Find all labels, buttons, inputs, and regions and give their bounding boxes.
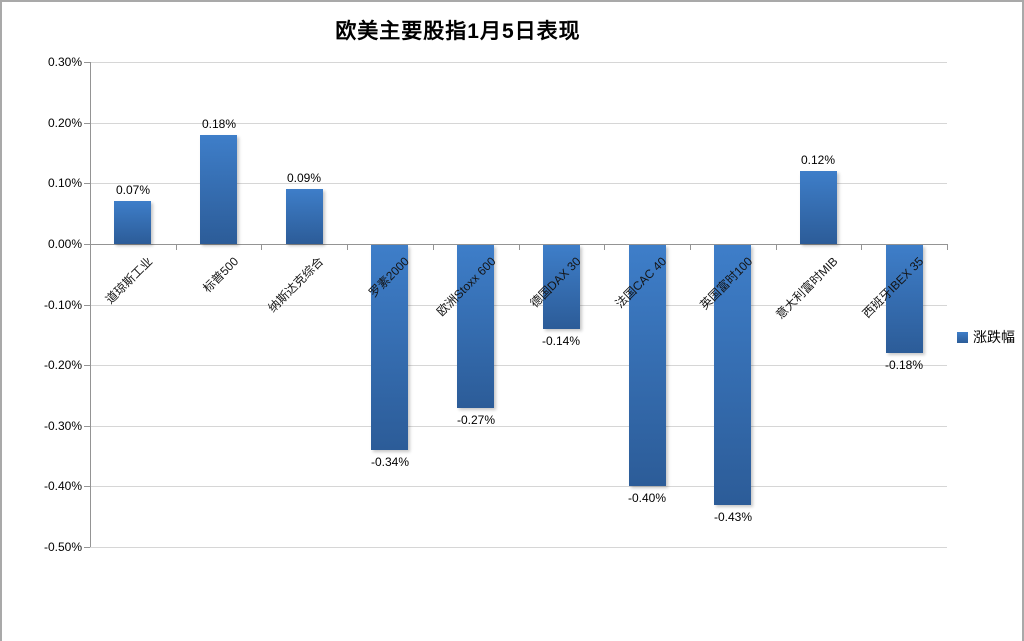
legend: 涨跌幅 [957, 327, 1015, 347]
y-axis-tick [84, 244, 90, 245]
category-label: 意大利富时MIB [772, 254, 841, 322]
bar [286, 189, 323, 244]
bar-value-label: -0.34% [370, 455, 410, 469]
x-axis-tick [347, 244, 348, 250]
y-axis-tick [84, 486, 90, 487]
category-label: 纳斯达克综合 [265, 254, 327, 316]
bar [886, 245, 923, 353]
legend-marker-icon [957, 331, 968, 343]
bar [629, 245, 666, 486]
bar-value-label: 0.12% [800, 153, 836, 167]
x-axis-tick [776, 244, 777, 250]
bar [114, 201, 151, 244]
x-axis-tick [690, 244, 691, 250]
gridline [90, 62, 947, 63]
gridline [90, 365, 947, 366]
gridline [90, 547, 947, 548]
legend-label: 涨跌幅 [973, 329, 1015, 345]
y-axis-tick-label: 0.00% [47, 237, 82, 251]
y-axis-tick-label: -0.50% [43, 540, 82, 554]
x-axis-tick [90, 244, 91, 250]
gridline [90, 426, 947, 427]
bar-value-label: -0.40% [627, 491, 667, 505]
x-axis-tick [861, 244, 862, 250]
x-axis-tick [433, 244, 434, 250]
bar-value-label: -0.43% [713, 510, 753, 524]
y-axis-tick [84, 365, 90, 366]
y-axis-tick [84, 183, 90, 184]
x-axis-tick [604, 244, 605, 250]
bar-value-label: 0.07% [115, 183, 151, 197]
gridline [90, 123, 947, 124]
bar [371, 245, 408, 450]
y-axis-tick-label: -0.10% [43, 298, 82, 312]
x-axis-tick [261, 244, 262, 250]
y-axis-tick [84, 426, 90, 427]
gridline [90, 305, 947, 306]
y-axis-tick [84, 62, 90, 63]
x-axis-tick [947, 244, 948, 250]
y-axis-tick-label: 0.20% [47, 116, 82, 130]
bar-value-label: 0.09% [286, 171, 322, 185]
bar [543, 245, 580, 329]
y-axis-tick [84, 305, 90, 306]
y-axis-tick [84, 547, 90, 548]
y-axis-tick-label: -0.20% [43, 358, 82, 372]
bar-value-label: -0.18% [884, 358, 924, 372]
chart-title: 欧美主要股指1月5日表现 [335, 20, 581, 43]
y-axis-tick-label: 0.10% [47, 176, 82, 190]
bar-value-label: -0.27% [456, 413, 496, 427]
category-label: 标普500 [200, 254, 242, 296]
bar-value-label: -0.14% [541, 334, 581, 348]
bar [457, 245, 494, 408]
y-axis-tick-label: 0.30% [47, 55, 82, 69]
category-label: 道琼斯工业 [102, 254, 156, 307]
y-axis-line [90, 62, 91, 547]
bar [714, 245, 751, 505]
y-axis-tick [84, 123, 90, 124]
y-axis-tick-label: -0.30% [43, 419, 82, 433]
gridline [90, 183, 947, 184]
bar [800, 171, 837, 244]
y-axis-tick-label: -0.40% [43, 479, 82, 493]
gridline [90, 486, 947, 487]
x-axis-tick [176, 244, 177, 250]
x-axis-tick [519, 244, 520, 250]
bar [200, 135, 237, 244]
bar-value-label: 0.18% [201, 117, 237, 131]
